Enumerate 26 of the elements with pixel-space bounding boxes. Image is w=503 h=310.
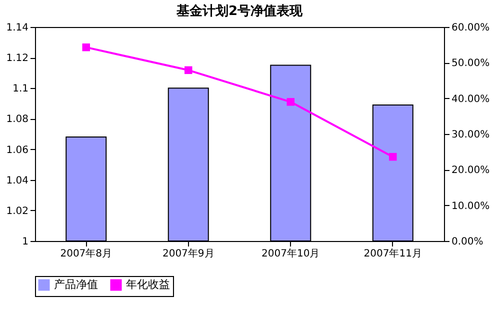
y-tick-label: 1 xyxy=(22,236,28,248)
y2-tick-label: 40.00% xyxy=(452,94,490,105)
legend-label: 年化收益 xyxy=(126,278,170,291)
x-tick-label: 2007年9月 xyxy=(162,248,214,260)
y-tick-label: 1.14 xyxy=(6,22,28,34)
y-tick-label: 1.04 xyxy=(6,175,28,186)
point xyxy=(82,43,90,52)
y2-tick-label: 50.00% xyxy=(452,58,490,70)
x-tick-label: 2007年11月 xyxy=(364,248,422,260)
y-tick-label: 1.1 xyxy=(12,84,28,95)
y2-tick-label: 60.00% xyxy=(452,22,490,34)
y-tick-label: 1.02 xyxy=(6,206,28,217)
y-tick-label: 1.12 xyxy=(6,53,28,64)
legend-label: 产品净值 xyxy=(54,278,98,291)
point xyxy=(184,66,192,74)
point xyxy=(389,152,397,161)
point xyxy=(286,98,294,106)
y2-tick-label: 10.00% xyxy=(452,200,490,212)
x-tick-label: 2007年10月 xyxy=(262,248,320,260)
y2-tick-label: 20.00% xyxy=(452,165,490,176)
y2-tick-label: 0.00% xyxy=(452,236,484,248)
y2-tick-label: 30.00% xyxy=(452,130,490,140)
chart-title: 基金计划2号净值表现 xyxy=(175,4,304,19)
y-tick-label: 1.06 xyxy=(6,144,28,156)
x-tick-label: 2007年8月 xyxy=(60,248,112,260)
y-tick-label: 1.08 xyxy=(6,114,28,126)
